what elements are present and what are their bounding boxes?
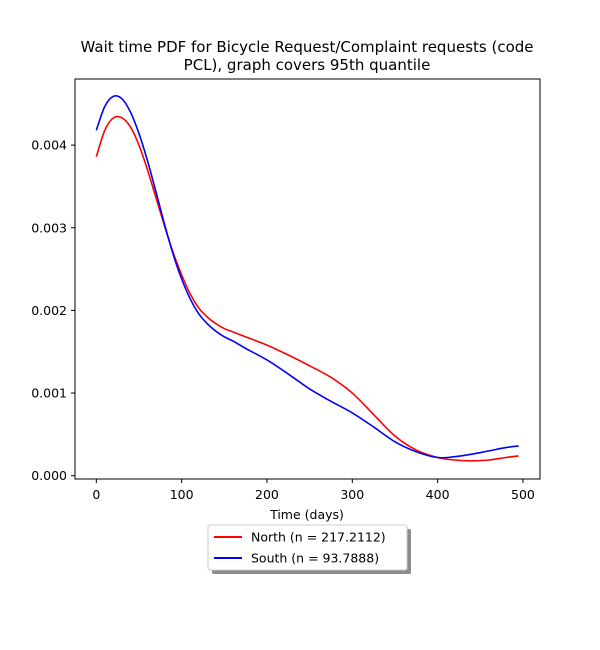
y-tick-label: 0.002 (31, 303, 67, 318)
y-tick-label: 0.001 (31, 386, 67, 401)
series-line-south (95, 95, 519, 459)
y-tick-label: 0.000 (31, 468, 67, 483)
legend: North (n = 217.2112) South (n = 93.7888) (207, 524, 411, 574)
x-tick-label: 200 (255, 487, 279, 502)
legend-box (207, 524, 408, 571)
legend-label-north: North (n = 217.2112) (251, 530, 386, 545)
x-tick-label: 0 (92, 487, 100, 502)
chart-title: Wait time PDF for Bicycle Request/Compla… (81, 38, 534, 74)
chart-title-line2: PCL), graph covers 95th quantile (184, 56, 431, 74)
series-layer (95, 95, 519, 462)
x-tick-label: 400 (426, 487, 450, 502)
x-axis: 0 100 200 300 400 500 (92, 479, 535, 502)
y-axis: 0.000 0.001 0.002 0.003 0.004 (31, 138, 75, 483)
x-axis-label: Time (days) (269, 507, 344, 522)
x-tick-label: 100 (170, 487, 194, 502)
x-tick-label: 500 (511, 487, 535, 502)
legend-label-south: South (n = 93.7888) (251, 551, 379, 566)
plot-area-frame (74, 78, 541, 480)
y-tick-label: 0.004 (31, 138, 67, 153)
chart-title-line1: Wait time PDF for Bicycle Request/Compla… (81, 38, 534, 56)
x-tick-label: 300 (340, 487, 364, 502)
series-line-north (95, 115, 519, 462)
y-tick-label: 0.003 (31, 220, 67, 235)
